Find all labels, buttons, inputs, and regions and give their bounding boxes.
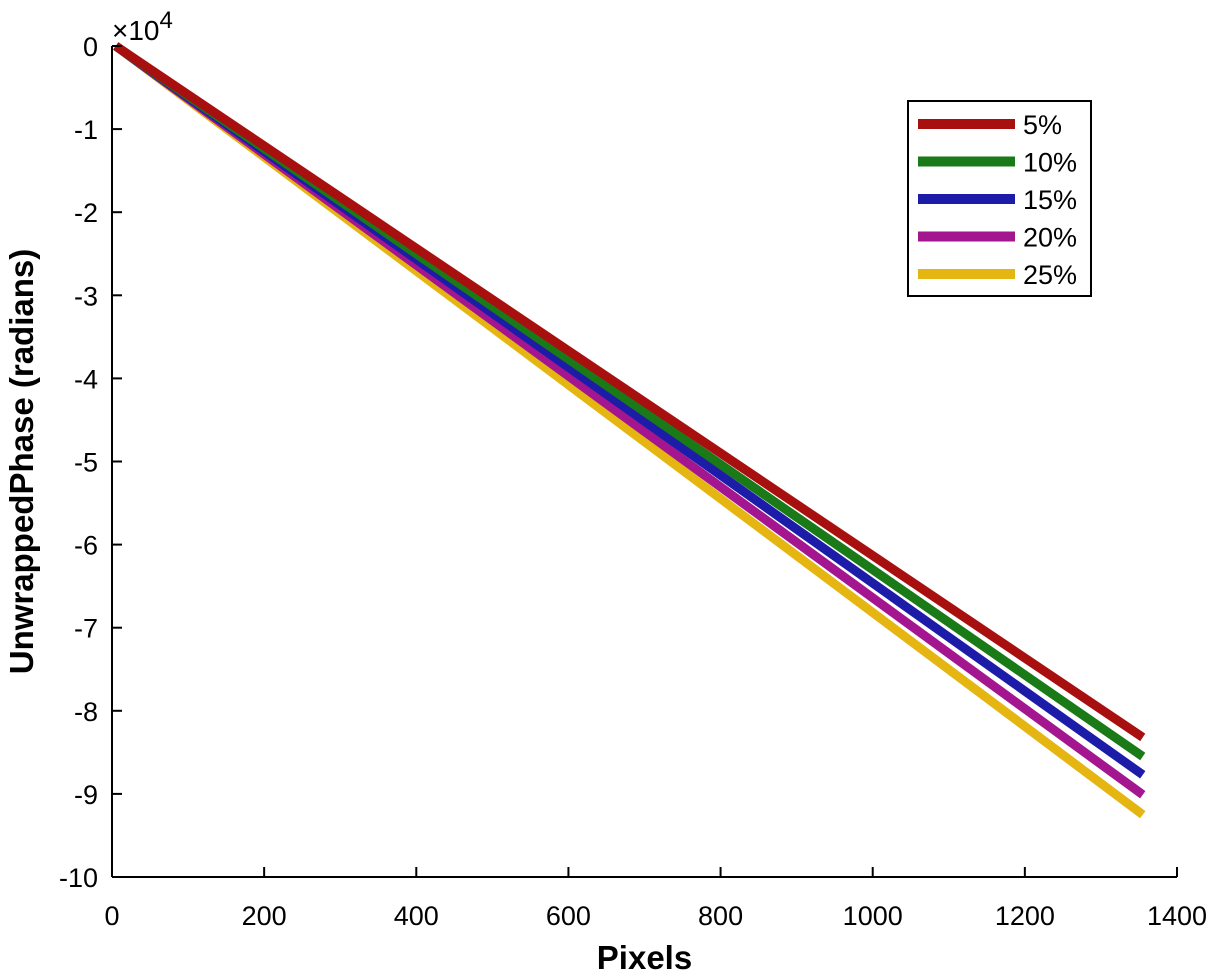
y-tick-label: -8 — [74, 697, 98, 727]
y-tick-label: -3 — [74, 281, 98, 311]
y-tick-label: -6 — [74, 531, 98, 561]
legend: 5% 10% 15% 20% 25% — [907, 100, 1092, 297]
y-axis-multiplier-exponent: 4 — [160, 7, 173, 34]
y-tick-label: -1 — [74, 115, 98, 145]
x-tick-label: 1200 — [995, 901, 1055, 931]
y-tick-label: -10 — [59, 863, 98, 893]
x-tick-label: 1400 — [1147, 901, 1207, 931]
y-tick-label: -2 — [74, 198, 98, 228]
series-layer — [113, 42, 1146, 819]
legend-label: 5% — [1023, 110, 1062, 140]
y-tick-label: -4 — [74, 364, 98, 394]
legend-items: 5% 10% 15% 20% 25% — [918, 110, 1077, 290]
y-tick-label: -7 — [74, 614, 98, 644]
x-tick-label: 1000 — [843, 901, 903, 931]
x-tick-label: 800 — [698, 901, 743, 931]
legend-label: 10% — [1023, 148, 1077, 178]
y-axis-label: UnwrappedPhase (radians) — [3, 249, 40, 674]
x-tick-label: 0 — [104, 901, 119, 931]
legend-label: 25% — [1023, 260, 1077, 290]
x-tick-label: 600 — [546, 901, 591, 931]
legend-label: 15% — [1023, 185, 1077, 215]
y-tick-label: 0 — [83, 32, 98, 62]
legend-label: 20% — [1023, 223, 1077, 253]
y-axis-multiplier: ×104 — [112, 7, 173, 46]
x-tick-label: 400 — [394, 901, 439, 931]
y-tick-label: -5 — [74, 448, 98, 478]
x-tick-label: 200 — [242, 901, 287, 931]
x-axis-label: Pixels — [597, 939, 692, 976]
series-line — [113, 42, 1146, 742]
ticks: 0 200 400 600 800 1000 1200 1400 0 -1 -2 -3 -4 -5 -6 -7… — [59, 32, 1207, 931]
y-tick-label: -9 — [74, 780, 98, 810]
